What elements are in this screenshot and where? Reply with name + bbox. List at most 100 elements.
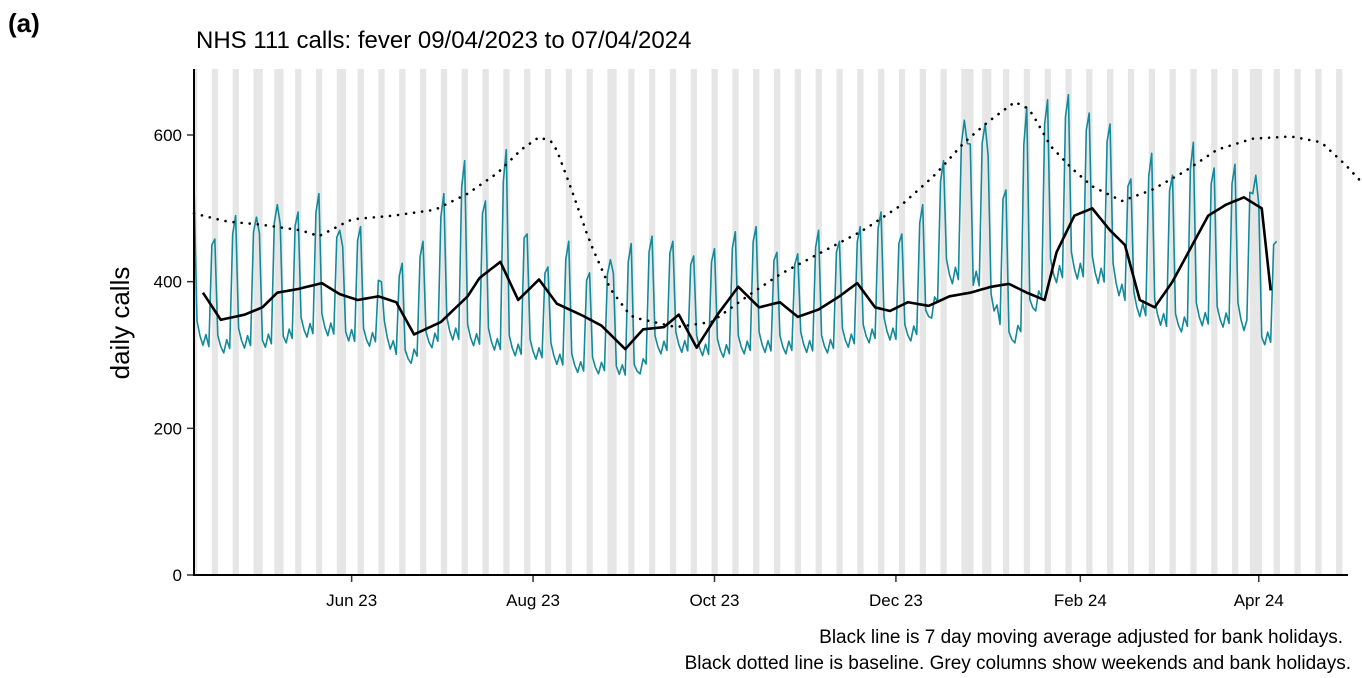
grey-column [943,69,947,575]
chart-title: NHS 111 calls: fever 09/04/2023 to 07/04… [196,27,691,54]
grey-column [194,69,198,575]
grey-column [753,69,757,575]
x-tick-label: Apr 24 [1234,591,1284,610]
grey-column [423,69,427,575]
panel-label: (a) [8,8,40,38]
grey-column [860,69,864,575]
grey-column [1190,69,1194,575]
grey-column [797,69,802,575]
grey-column [527,69,531,575]
footnote-line-2: Black dotted line is baseline. Grey colu… [685,653,1351,674]
grey-column [1130,69,1135,575]
grey-column [1193,69,1197,575]
grey-column [940,69,944,575]
grey-column [1336,69,1340,575]
grey-column [776,69,781,575]
grey-column [280,69,284,575]
grey-column [1276,69,1280,575]
grey-column [672,69,677,575]
grey-column [524,69,528,575]
grey-column [253,69,257,575]
baseline-dotted-line [192,100,1362,329]
grey-column [318,69,323,575]
grey-column [360,69,364,575]
grey-column [649,69,653,575]
grey-column [1172,69,1176,575]
grey-column [443,69,448,575]
grey-column [298,69,302,575]
grey-column [1002,69,1007,575]
grey-column [1148,69,1152,575]
grey-column [1086,69,1090,575]
grey-column [342,69,346,575]
grey-column [586,69,590,575]
grey-column [1169,69,1173,575]
x-tick-label: Feb 24 [1054,591,1107,610]
y-tick-label: 400 [154,273,182,292]
grey-column [1339,69,1343,575]
grey-column [607,69,611,575]
grey-column [1211,69,1215,575]
grey-column [735,69,739,575]
grey-column [839,69,843,575]
x-tick-label: Oct 23 [689,591,739,610]
grey-column [961,69,965,575]
grey-column [773,69,778,575]
grey-column [256,69,260,575]
x-tick-label: Dec 23 [869,591,923,610]
footnote-line-1: Black line is 7 day moving average adjus… [819,627,1343,648]
grey-column [836,69,840,575]
grey-column [399,69,403,575]
grey-column [1110,69,1114,575]
grey-column [967,69,971,575]
grey-column [482,69,486,575]
x-axis-ticks: Jun 23 Aug 23 Oct 23 Dec 23 Feb 24 Apr 24 [326,575,1284,610]
grey-column [1249,69,1254,575]
grey-column [1297,69,1301,575]
grey-column [211,69,216,575]
grey-column [878,69,882,575]
grey-column [295,69,299,575]
grey-column [1232,69,1236,575]
grey-column [693,69,697,575]
grey-column [378,69,382,575]
grey-column [1151,69,1155,575]
grey-column [732,69,736,575]
grey-column [1318,69,1322,575]
grey-column [336,69,341,575]
grey-column [420,69,424,575]
grey-column [1089,69,1093,575]
grey-column [485,69,489,575]
grey-column [964,69,968,575]
grey-column [277,69,281,575]
grey-column [652,69,656,575]
grey-column [544,69,549,575]
grey-column [919,69,923,575]
moving-average-line [201,196,1272,351]
grey-column [503,69,507,575]
daily-calls-line [193,93,1278,376]
grey-column [1273,69,1277,575]
grey-column [214,69,219,575]
grey-column [259,69,263,575]
grey-column [1127,69,1132,575]
grey-column [1258,69,1263,575]
grey-column [922,69,926,575]
grey-column [794,69,799,575]
y-tick-label: 200 [154,419,182,438]
grey-column [339,69,344,575]
grey-column [898,69,903,575]
grey-column [982,69,986,575]
weekend-bank-holiday-columns [194,69,1343,575]
grey-column [970,69,974,575]
grey-column [1255,69,1260,575]
grey-column [1026,69,1031,575]
grey-column [506,69,510,575]
grey-column [357,69,361,575]
grey-column [232,69,236,575]
grey-column [1005,69,1010,575]
grey-column [1023,69,1028,575]
grey-column [815,69,819,575]
grey-column [857,69,861,575]
